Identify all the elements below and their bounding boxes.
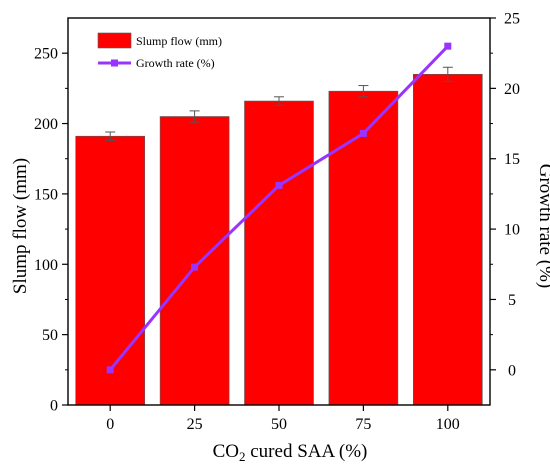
growth-rate-point-0 (106, 366, 114, 374)
y-left-tick-label-150: 150 (34, 186, 58, 203)
y-right-tick-label-5: 5 (508, 292, 516, 309)
bar-50 (244, 100, 314, 406)
bar-series (75, 73, 483, 406)
bar-100 (412, 73, 483, 406)
y-right-tick-label-20: 20 (504, 81, 520, 98)
x-tick-label-0: 0 (106, 416, 114, 433)
y-right-tick-label-10: 10 (504, 222, 520, 239)
y-left-tick-label-0: 0 (50, 398, 58, 415)
y-left-tick-label-50: 50 (42, 327, 58, 344)
legend-label-growth-rate: Growth rate (%) (136, 56, 215, 70)
y-axis-left-title: Slump flow (mm) (10, 158, 31, 294)
y-left-tick-label-200: 200 (34, 116, 58, 133)
y-right-tick-label-25: 25 (504, 11, 520, 28)
x-tick-label-75: 75 (355, 416, 371, 433)
legend: Slump flow (mm) Growth rate (%) (97, 32, 222, 70)
legend-label-slump-flow: Slump flow (mm) (136, 34, 222, 48)
y-axis-right-title: Growth rate (%) (535, 164, 550, 289)
growth-rate-point-50 (275, 181, 283, 189)
line-series (106, 42, 452, 374)
legend-marker-growth-rate (111, 59, 118, 67)
growth-rate-point-25 (191, 263, 199, 271)
x-axis-title: CO2 cured SAA (%) (213, 441, 368, 464)
bar-0 (75, 135, 145, 406)
error-bars (105, 66, 453, 141)
growth-rate-point-100 (444, 42, 452, 50)
x-tick-label-100: 100 (436, 416, 460, 433)
bar-75 (328, 90, 399, 406)
y-left-tick-label-250: 250 (34, 46, 58, 63)
x-tick-label-50: 50 (271, 416, 287, 433)
bar-25 (159, 116, 230, 406)
growth-rate-point-75 (359, 129, 367, 137)
legend-swatch-slump-flow (97, 32, 132, 49)
x-tick-label-25: 25 (187, 416, 203, 433)
y-right-tick-label-0: 0 (508, 362, 516, 379)
y-right-tick-label-15: 15 (504, 151, 520, 168)
y-left-tick-label-100: 100 (34, 257, 58, 274)
